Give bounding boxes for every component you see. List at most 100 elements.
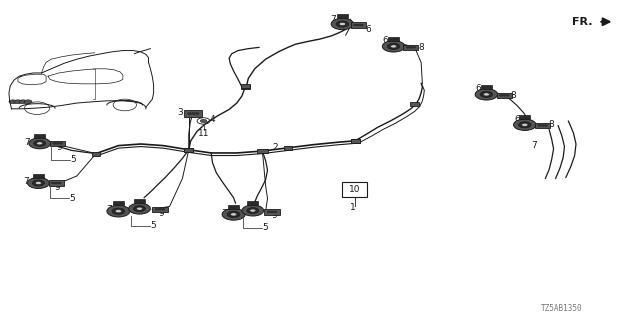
Circle shape [200, 119, 207, 123]
Text: 5: 5 [71, 156, 76, 164]
Text: 8: 8 [419, 43, 424, 52]
Bar [134, 199, 145, 203]
Bar [228, 204, 239, 209]
Bar [241, 85, 250, 89]
Text: 2: 2 [273, 143, 278, 152]
Circle shape [34, 140, 45, 146]
Text: 7: 7 [221, 209, 227, 218]
Circle shape [35, 181, 42, 185]
Text: 6: 6 [515, 115, 520, 124]
Text: 8: 8 [511, 91, 516, 100]
Circle shape [499, 94, 502, 96]
Bar [403, 44, 419, 50]
Circle shape [538, 124, 541, 126]
Circle shape [406, 46, 409, 48]
Circle shape [52, 142, 56, 144]
Bar [50, 140, 65, 146]
Bar [49, 180, 64, 186]
Bar [388, 37, 399, 41]
Text: 11: 11 [198, 129, 209, 138]
Circle shape [353, 24, 356, 26]
Text: 3: 3 [178, 108, 183, 117]
Text: 5: 5 [151, 221, 156, 230]
Text: 9: 9 [159, 209, 164, 218]
Circle shape [19, 100, 27, 104]
Circle shape [60, 142, 63, 144]
Text: 10: 10 [349, 185, 360, 194]
Text: 6: 6 [383, 36, 388, 45]
Circle shape [36, 142, 43, 145]
Circle shape [541, 124, 545, 126]
Circle shape [513, 119, 536, 131]
Circle shape [274, 211, 277, 213]
Circle shape [336, 21, 349, 27]
Circle shape [9, 100, 17, 104]
Circle shape [522, 123, 528, 126]
Circle shape [387, 43, 400, 50]
Circle shape [155, 208, 158, 210]
Bar [184, 148, 193, 152]
Circle shape [222, 209, 245, 220]
Text: TZ5AB1350: TZ5AB1350 [541, 304, 583, 313]
Circle shape [107, 205, 130, 217]
Text: 7: 7 [23, 177, 28, 186]
Circle shape [409, 46, 413, 48]
Text: 7: 7 [532, 141, 537, 150]
Text: 6: 6 [365, 25, 371, 34]
Circle shape [58, 182, 61, 184]
Circle shape [413, 46, 416, 48]
Circle shape [356, 24, 360, 26]
Text: 7: 7 [106, 205, 111, 214]
Bar [264, 209, 280, 215]
Circle shape [14, 100, 22, 104]
Circle shape [188, 113, 191, 115]
Bar [497, 92, 512, 98]
Circle shape [28, 178, 49, 188]
Circle shape [502, 94, 506, 96]
Text: 9: 9 [271, 212, 276, 220]
Circle shape [267, 211, 270, 213]
Circle shape [112, 208, 125, 214]
Text: 4: 4 [210, 116, 215, 124]
Circle shape [475, 89, 498, 100]
Circle shape [51, 182, 54, 184]
Circle shape [33, 180, 44, 186]
Bar [481, 85, 492, 89]
Text: 1: 1 [351, 203, 356, 212]
Bar [35, 134, 45, 138]
Bar [284, 146, 292, 150]
Circle shape [480, 91, 493, 98]
Circle shape [360, 24, 364, 26]
Bar [337, 14, 348, 18]
Circle shape [136, 207, 143, 210]
Circle shape [382, 41, 405, 52]
Bar [184, 110, 202, 117]
Circle shape [29, 138, 51, 149]
Bar [535, 123, 550, 128]
Text: 7: 7 [24, 138, 29, 147]
Circle shape [134, 206, 145, 212]
Bar [241, 84, 250, 88]
Bar [351, 139, 360, 143]
Text: FR.: FR. [572, 17, 592, 27]
Circle shape [518, 122, 531, 128]
Circle shape [24, 100, 32, 104]
Circle shape [54, 182, 58, 184]
Circle shape [162, 208, 165, 210]
Circle shape [56, 142, 60, 144]
Circle shape [250, 209, 256, 212]
Circle shape [242, 205, 264, 216]
Text: 9: 9 [55, 183, 60, 192]
Circle shape [195, 113, 199, 115]
Circle shape [129, 203, 150, 214]
Bar [33, 174, 44, 178]
Bar [152, 207, 168, 212]
Circle shape [545, 124, 548, 126]
Circle shape [230, 213, 237, 216]
Bar [410, 102, 419, 106]
Circle shape [191, 113, 195, 115]
Bar [342, 182, 367, 197]
Bar [257, 149, 268, 153]
Circle shape [158, 208, 162, 210]
Bar [351, 139, 360, 143]
